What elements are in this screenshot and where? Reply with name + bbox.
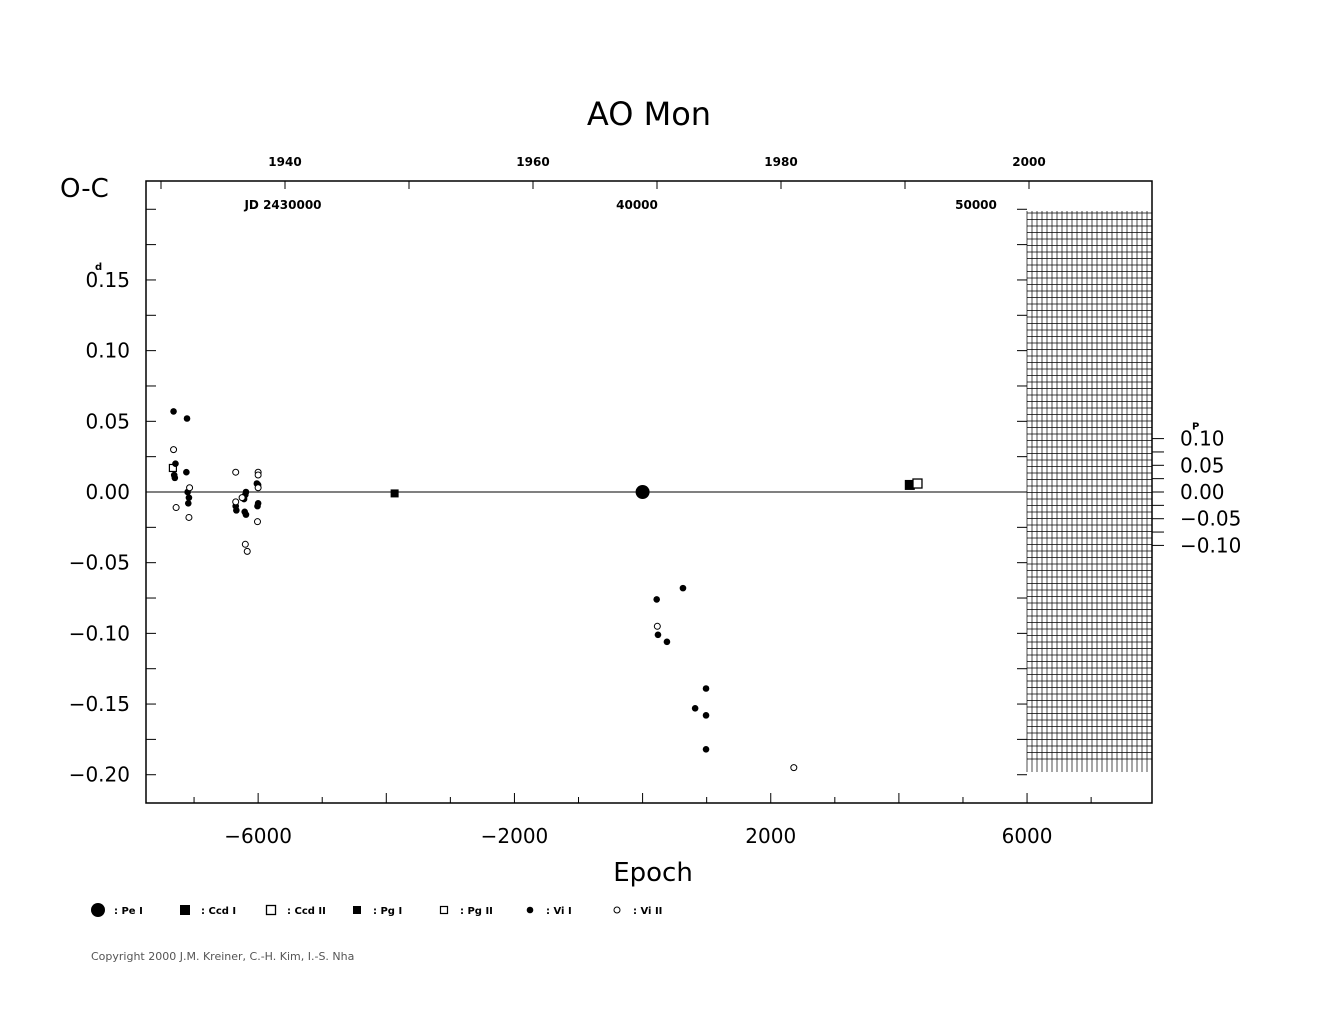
data-point xyxy=(702,712,710,719)
data-point xyxy=(183,468,190,476)
data-point xyxy=(254,484,262,492)
axes: 0.150.100.050.00−0.05−0.10−0.15−0.20d0.1… xyxy=(69,155,1242,848)
y-unit-superscript: d xyxy=(95,262,102,273)
legend-marker xyxy=(613,906,621,914)
data-point xyxy=(232,468,240,476)
x-tick-label: −2000 xyxy=(481,824,549,848)
legend-marker xyxy=(439,905,449,915)
x-tick-label: −6000 xyxy=(224,824,292,848)
year-label: 1940 xyxy=(268,155,301,169)
data-point xyxy=(238,494,246,502)
data-point xyxy=(172,504,180,512)
right-tick-label: 0.00 xyxy=(1180,480,1225,504)
data-point xyxy=(170,446,178,454)
data-point xyxy=(702,685,710,692)
data-point xyxy=(253,518,261,526)
right-unit-superscript: P xyxy=(1192,422,1199,433)
chart-title: AO Mon xyxy=(587,95,711,133)
legend-label: : Pe I xyxy=(114,906,143,917)
data-point xyxy=(183,415,191,422)
data-point xyxy=(702,745,710,753)
data-point xyxy=(242,511,250,518)
data-point xyxy=(170,408,177,415)
data-point xyxy=(243,547,251,555)
year-label: 2000 xyxy=(1012,155,1045,169)
data-point xyxy=(635,485,650,499)
legend-label: : Vi I xyxy=(546,906,572,917)
legend-marker xyxy=(526,906,534,914)
jd-label: JD 2430000 xyxy=(243,198,321,212)
data-point xyxy=(390,489,399,498)
data-point xyxy=(184,500,192,507)
data-point xyxy=(904,479,915,490)
x-tick-label: 6000 xyxy=(1002,824,1053,848)
legend-marker xyxy=(353,906,361,914)
y-tick-label: −0.15 xyxy=(69,692,130,716)
data-point xyxy=(691,704,699,712)
y-tick-label: −0.10 xyxy=(69,621,130,645)
legend-label: : Vi II xyxy=(633,906,662,917)
x-axis-label: Epoch xyxy=(613,858,693,888)
right-tick-label: −0.10 xyxy=(1180,533,1241,557)
legend-marker xyxy=(180,905,190,915)
legend-label: : Pg II xyxy=(460,906,493,917)
data-point xyxy=(171,474,179,482)
legend: : Pe I : Ccd I : Ccd II : Pg I : Pg II : Vi I… xyxy=(91,903,662,917)
legend-label: : Pg I xyxy=(373,906,402,917)
legend-marker xyxy=(265,904,277,916)
right-tick-label: 0.05 xyxy=(1180,453,1225,477)
data-point xyxy=(242,488,250,496)
data-point xyxy=(254,471,262,479)
year-label: 1980 xyxy=(764,155,797,169)
data-point xyxy=(912,478,923,489)
data-point xyxy=(653,596,660,603)
data-point xyxy=(185,494,193,501)
data-point xyxy=(172,460,179,468)
y-tick-label: 0.00 xyxy=(85,480,130,504)
legend-label: : Ccd II xyxy=(287,906,326,917)
data-point xyxy=(185,513,193,521)
data-point xyxy=(653,622,661,630)
legend-marker xyxy=(91,903,105,917)
y-tick-label: 0.15 xyxy=(85,268,130,292)
data-points xyxy=(168,408,923,772)
y-tick-label: 0.10 xyxy=(85,339,130,363)
jd-label: 40000 xyxy=(616,198,658,212)
data-point xyxy=(232,498,240,506)
data-point xyxy=(186,484,194,492)
future-grid-area xyxy=(1026,211,1153,772)
data-point xyxy=(654,631,662,639)
year-label: 1960 xyxy=(516,155,549,169)
data-point xyxy=(233,507,240,514)
right-tick-label: 0.10 xyxy=(1180,427,1225,451)
y-tick-label: −0.20 xyxy=(69,763,130,787)
jd-label: 50000 xyxy=(955,198,997,212)
data-point xyxy=(790,764,798,772)
x-tick-label: 2000 xyxy=(745,824,796,848)
copyright-notice: Copyright 2000 J.M. Kreiner, C.-H. Kim, … xyxy=(91,950,354,963)
legend-label: : Ccd I xyxy=(201,906,236,917)
data-point xyxy=(679,584,687,592)
data-point xyxy=(241,540,249,548)
y-tick-label: −0.05 xyxy=(69,551,130,575)
y-tick-label: 0.05 xyxy=(85,409,130,433)
data-point xyxy=(254,500,262,507)
right-tick-label: −0.05 xyxy=(1180,507,1241,531)
data-point xyxy=(663,638,671,646)
y-axis-label: O-C xyxy=(60,174,109,204)
